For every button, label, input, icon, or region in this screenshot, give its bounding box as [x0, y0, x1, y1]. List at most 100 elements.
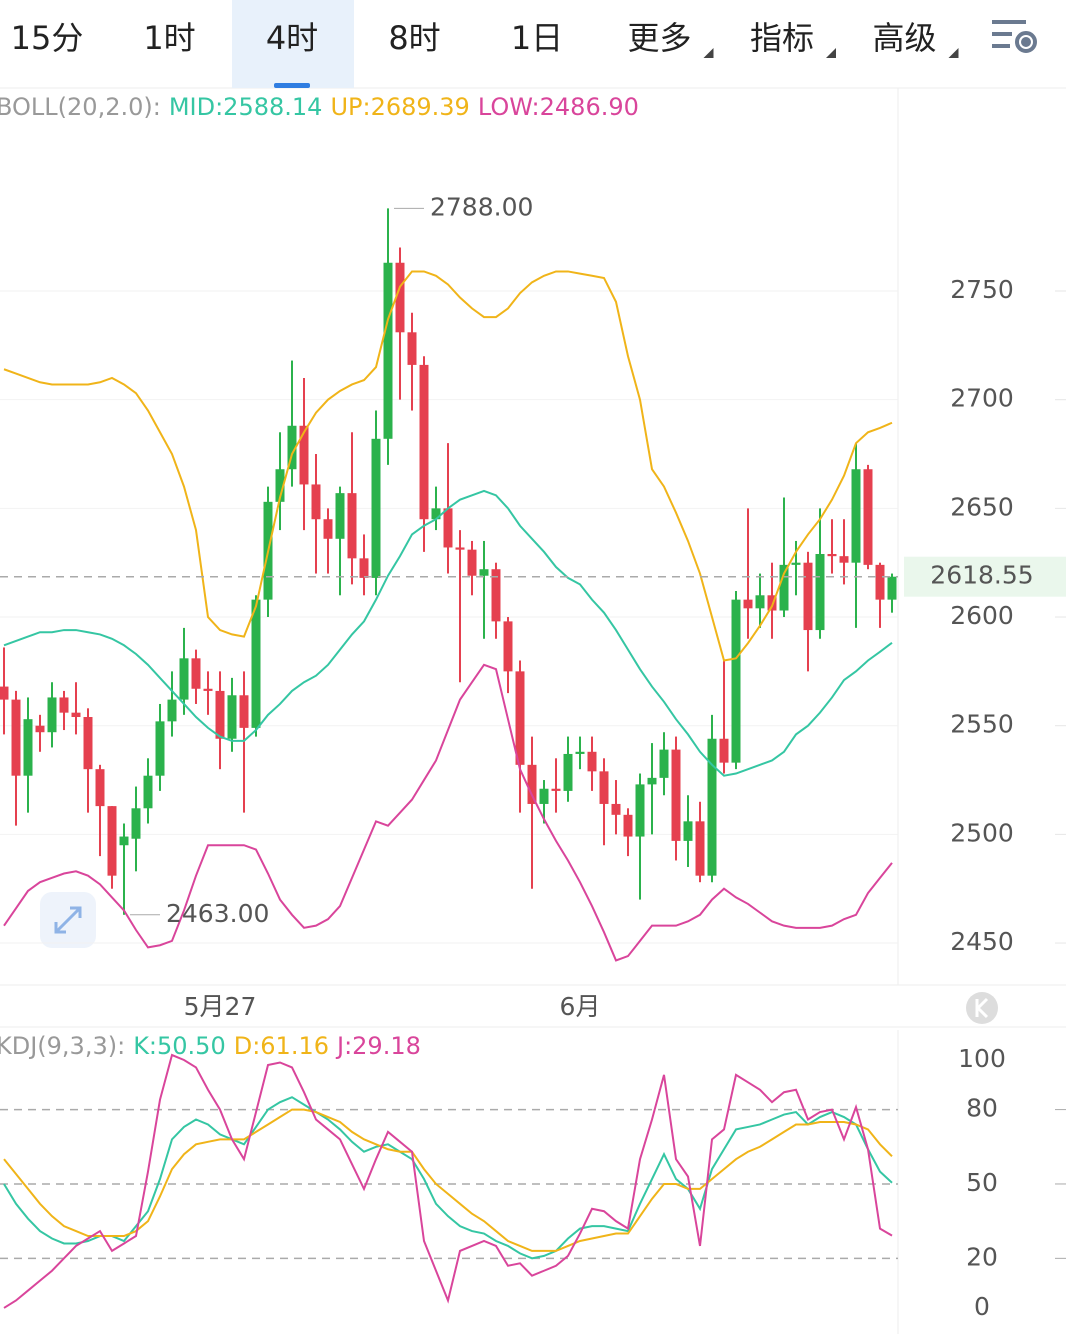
tab[interactable]: 指标: [750, 19, 814, 57]
icon-gear-center: [1021, 37, 1031, 47]
candle-body: [503, 621, 513, 672]
candle-body: [395, 262, 405, 333]
candle-body: [803, 562, 813, 631]
candle-body: [419, 364, 429, 520]
candle-body: [887, 576, 897, 600]
candle-body: [311, 484, 321, 520]
y-tick-label: 2550: [950, 710, 1014, 739]
legend-entry: K:50.50: [133, 1032, 226, 1060]
y-tick-label: 0: [974, 1292, 990, 1321]
candle-body: [851, 469, 861, 563]
candle-body: [575, 751, 585, 754]
candle-body: [695, 821, 705, 876]
candle-body: [755, 595, 765, 609]
candle-body: [59, 697, 69, 713]
candle-body: [167, 699, 177, 722]
candle-body: [359, 558, 369, 578]
candle-body: [467, 549, 477, 576]
candle-body: [875, 564, 885, 600]
y-tick-label: 2450: [950, 927, 1014, 956]
y-tick-label: 100: [958, 1044, 1006, 1073]
candle-body: [179, 658, 189, 700]
tab[interactable]: 4时: [266, 19, 318, 57]
tab[interactable]: 高级: [872, 19, 936, 57]
indicator-label: KDJ(9,3,3):: [0, 1032, 125, 1060]
candle-body: [443, 508, 453, 548]
candle-body: [95, 769, 105, 807]
candle-body: [779, 564, 789, 611]
indicator-line: [3, 489, 893, 777]
tab[interactable]: 更多: [627, 19, 691, 57]
x-tick-label: 6月: [560, 992, 601, 1021]
candle-body: [599, 771, 609, 804]
candle-body: [791, 562, 801, 565]
candle-body: [335, 493, 345, 539]
dropdown-triangle: [826, 48, 836, 58]
candle-body: [215, 690, 225, 739]
y-tick-label: 2600: [950, 601, 1014, 630]
candle-body: [431, 508, 441, 520]
candle-body: [47, 697, 57, 733]
candle-body: [0, 686, 9, 700]
candle-body: [647, 777, 657, 785]
tab[interactable]: 1日: [511, 19, 563, 57]
y-tick-label: 20: [966, 1242, 998, 1271]
candle-body: [203, 688, 213, 691]
dropdown-triangle: [948, 48, 959, 58]
y-tick-label: 2500: [950, 818, 1014, 847]
tab-highlight: [232, 0, 354, 88]
candle-body: [623, 814, 633, 837]
candle-body: [659, 749, 669, 778]
dropdown-triangle: [703, 48, 714, 58]
candle-body: [71, 712, 81, 718]
k-icon[interactable]: [966, 992, 998, 1024]
tab[interactable]: 8时: [388, 19, 440, 57]
y-tick-label: 50: [966, 1168, 998, 1197]
tab[interactable]: 15分: [11, 19, 84, 57]
y-tick-label: 2750: [950, 275, 1014, 304]
last-price-label: 2618.55: [930, 561, 1033, 590]
candle-body: [863, 469, 873, 565]
candle-body: [287, 425, 297, 470]
candle-body: [131, 808, 141, 839]
candle-body: [371, 438, 381, 578]
legend-entry: D:61.16: [234, 1032, 329, 1060]
expand-arrows: [54, 906, 82, 934]
indicator-line: [3, 1108, 893, 1252]
candle-body: [839, 556, 849, 563]
max-label: 2788.00: [430, 192, 533, 221]
candle-body: [707, 738, 717, 876]
candle-body: [347, 493, 357, 559]
candle-body: [35, 725, 45, 733]
candle-body: [767, 595, 777, 611]
indicator-line: [3, 663, 893, 962]
expand-button[interactable]: [40, 892, 96, 948]
candle-body: [491, 569, 501, 622]
indicator-line: [3, 1053, 893, 1309]
candle-body: [827, 553, 837, 557]
candle-body: [275, 469, 285, 502]
candle-body: [11, 699, 21, 776]
candle-body: [323, 519, 333, 539]
tab[interactable]: 1时: [143, 19, 195, 57]
candle-body: [611, 803, 621, 815]
k-icon-bg: [966, 992, 998, 1024]
candle-body: [227, 695, 237, 739]
indicator-line: [3, 1096, 893, 1260]
candle-body: [527, 764, 537, 804]
last-price-bg: [904, 556, 1066, 597]
candle-body: [743, 599, 753, 609]
indicator-label: BOLL(20,2.0):: [0, 93, 161, 121]
candle-body: [479, 569, 489, 576]
candle-body: [83, 717, 93, 770]
settings-icon[interactable]: [992, 20, 1037, 53]
candle-body: [671, 749, 681, 841]
candle-body: [23, 719, 33, 776]
legend-entry: MID:2588.14: [169, 93, 323, 121]
tab-indicator: [274, 83, 310, 88]
candle-body: [383, 262, 393, 439]
icon-gear: [1015, 31, 1037, 53]
candle-body: [119, 836, 129, 846]
